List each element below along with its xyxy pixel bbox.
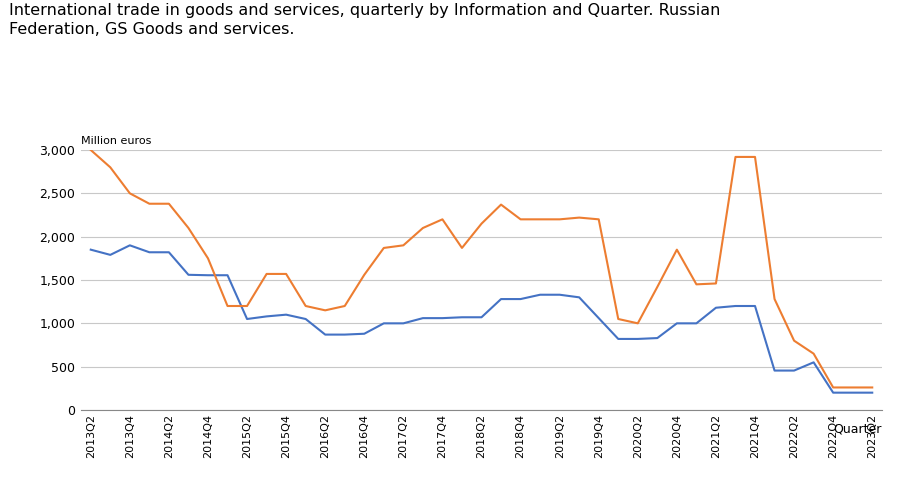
Import, millions of euro [456,245,467,251]
Import, millions of euro [202,256,213,262]
Import, millions of euro [261,271,272,277]
Export, millions of euro [339,332,350,338]
Export, millions of euro [183,272,194,278]
Export, millions of euro [281,312,292,318]
Import, millions of euro [301,303,311,309]
Import, millions of euro [378,245,389,251]
Import, millions of euro [788,338,799,344]
Export, millions of euro [320,332,330,338]
Export, millions of euro [633,336,643,342]
Import, millions of euro [770,296,780,302]
Export, millions of euro [535,292,545,298]
Export, millions of euro [613,336,624,342]
Export, millions of euro [828,390,839,396]
Import, millions of euro [124,190,135,196]
Export, millions of euro [750,303,760,309]
Import, millions of euro [398,242,409,248]
Export, millions of euro [847,390,858,396]
Text: Federation, GS Goods and services.: Federation, GS Goods and services. [9,22,294,38]
Export, millions of euro [554,292,565,298]
Import, millions of euro [652,284,662,290]
Export, millions of euro [378,320,389,326]
Export, millions of euro [652,335,662,341]
Import, millions of euro [808,350,819,356]
Import, millions of euro [222,303,233,309]
Import, millions of euro [418,225,428,231]
Import, millions of euro [574,214,585,220]
Import, millions of euro [496,202,507,207]
Import, millions of euro [437,216,448,222]
Import, millions of euro [671,246,682,252]
Export, millions of euro [515,296,526,302]
Import, millions of euro [554,216,565,222]
Line: Export, millions of euro: Export, millions of euro [91,246,872,392]
Export, millions of euro [710,304,721,310]
Import, millions of euro [476,220,487,226]
Export, millions of euro [164,250,175,256]
Export, millions of euro [86,246,96,252]
Import, millions of euro [730,154,741,160]
Import, millions of euro [847,384,858,390]
Import, millions of euro [144,200,155,206]
Import, millions of euro [320,308,330,314]
Export, millions of euro [496,296,507,302]
Text: Quarter: Quarter [833,422,882,436]
Export, millions of euro [671,320,682,326]
Export, millions of euro [202,272,213,278]
Export, millions of euro [301,316,311,322]
Export, millions of euro [730,303,741,309]
Import, millions of euro [613,316,624,322]
Import, millions of euro [867,384,877,390]
Import, millions of euro [86,147,96,153]
Import, millions of euro [515,216,526,222]
Export, millions of euro [398,320,409,326]
Export, millions of euro [691,320,702,326]
Import, millions of euro [593,216,604,222]
Import, millions of euro [535,216,545,222]
Import, millions of euro [105,164,116,170]
Import, millions of euro [750,154,760,160]
Export, millions of euro [788,368,799,374]
Export, millions of euro [808,360,819,366]
Export, millions of euro [476,314,487,320]
Export, millions of euro [770,368,780,374]
Import, millions of euro [633,320,643,326]
Export, millions of euro [418,315,428,321]
Export, millions of euro [593,315,604,321]
Import, millions of euro [828,384,839,390]
Export, millions of euro [105,252,116,258]
Export, millions of euro [867,390,877,396]
Export, millions of euro [359,330,370,336]
Export, millions of euro [124,242,135,248]
Import, millions of euro [691,282,702,288]
Export, millions of euro [456,314,467,320]
Import, millions of euro [339,303,350,309]
Line: Import, millions of euro: Import, millions of euro [91,150,872,388]
Text: International trade in goods and services, quarterly by Information and Quarter.: International trade in goods and service… [9,2,720,18]
Import, millions of euro [164,200,175,206]
Export, millions of euro [261,314,272,320]
Export, millions of euro [242,316,253,322]
Export, millions of euro [222,272,233,278]
Import, millions of euro [359,272,370,278]
Export, millions of euro [437,315,448,321]
Export, millions of euro [144,250,155,256]
Import, millions of euro [242,303,253,309]
Text: Million euros: Million euros [81,136,151,145]
Export, millions of euro [574,294,585,300]
Import, millions of euro [281,271,292,277]
Import, millions of euro [183,225,194,231]
Import, millions of euro [710,280,721,286]
